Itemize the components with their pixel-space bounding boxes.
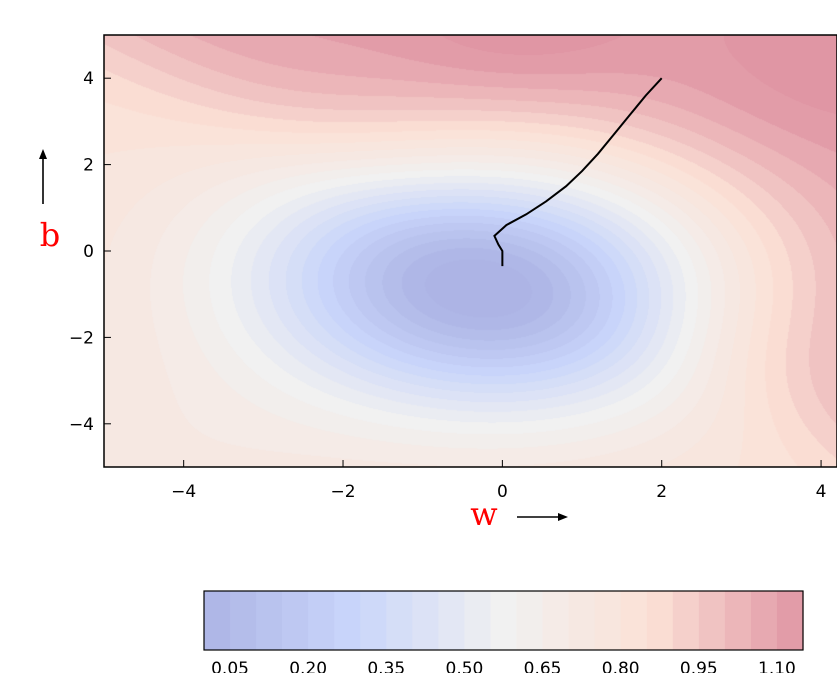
x-tick-label: 0 bbox=[497, 482, 508, 502]
colorbar-bin bbox=[360, 591, 387, 650]
colorbar-bin bbox=[646, 591, 674, 650]
colorbar-bin bbox=[230, 591, 257, 650]
colorbar-bin bbox=[412, 591, 439, 650]
x-axis: w −4 −2 0 2 4 bbox=[171, 460, 826, 533]
y-tick-label: 0 bbox=[83, 242, 94, 262]
x-ticks: −4 −2 0 2 4 bbox=[171, 460, 826, 502]
colorbar-bin bbox=[204, 591, 231, 650]
colorbar-tick-label: 0.05 bbox=[211, 659, 249, 673]
colorbar-tick-label: 0.20 bbox=[289, 659, 327, 673]
y-tick-label: 2 bbox=[83, 156, 94, 176]
colorbar-frame bbox=[203, 590, 804, 651]
colorbar-bin bbox=[490, 591, 518, 650]
colorbar-bin bbox=[386, 591, 413, 650]
y-tick-label: 4 bbox=[83, 69, 94, 89]
x-tick-label: 4 bbox=[816, 482, 827, 502]
y-axis-label: b bbox=[40, 216, 60, 254]
colorbar-tick-label: 1.10 bbox=[758, 659, 796, 673]
colorbar-bin bbox=[724, 591, 752, 650]
colorbar-tick-label: 0.65 bbox=[524, 659, 562, 673]
colorbar-bin bbox=[282, 591, 309, 650]
x-tick-label: −4 bbox=[171, 482, 196, 502]
colorbar-bin bbox=[750, 591, 778, 650]
colorbar-tick-label: 0.50 bbox=[446, 659, 484, 673]
colorbar-bin bbox=[672, 591, 700, 650]
colorbar-bin bbox=[256, 591, 283, 650]
contour-heatmap bbox=[104, 35, 837, 467]
x-arrow bbox=[517, 513, 568, 521]
colorbar-bin bbox=[516, 591, 544, 650]
colorbar-tick-label: 0.95 bbox=[680, 659, 718, 673]
colorbar-bin bbox=[308, 591, 335, 650]
colorbar: 0.05 0.20 0.35 0.50 0.65 0.80 0.95 1.10 bbox=[203, 590, 804, 673]
colorbar-bin bbox=[776, 591, 804, 650]
x-tick-label: 2 bbox=[656, 482, 667, 502]
x-axis-label: w bbox=[470, 495, 497, 533]
colorbar-bin bbox=[568, 591, 596, 650]
plot-area bbox=[103, 34, 837, 468]
colorbar-bin bbox=[620, 591, 648, 650]
colorbar-bins bbox=[204, 591, 804, 650]
y-arrow bbox=[39, 149, 47, 204]
y-tick-label: −4 bbox=[69, 415, 94, 435]
y-axis: b 4 2 0 −2 −4 bbox=[39, 69, 111, 435]
colorbar-bin bbox=[334, 591, 361, 650]
colorbar-tick-label: 0.80 bbox=[602, 659, 640, 673]
x-tick-label: −2 bbox=[330, 482, 355, 502]
colorbar-ticks: 0.05 0.20 0.35 0.50 0.65 0.80 0.95 1.10 bbox=[211, 659, 796, 673]
colorbar-bin bbox=[594, 591, 622, 650]
y-tick-label: −2 bbox=[69, 328, 94, 348]
colorbar-bin bbox=[698, 591, 726, 650]
colorbar-bin bbox=[438, 591, 466, 650]
trajectory-line bbox=[493, 77, 663, 267]
y-ticks: 4 2 0 −2 −4 bbox=[69, 69, 111, 435]
colorbar-tick-label: 0.35 bbox=[367, 659, 405, 673]
colorbar-bin bbox=[542, 591, 570, 650]
colorbar-bin bbox=[464, 591, 492, 650]
